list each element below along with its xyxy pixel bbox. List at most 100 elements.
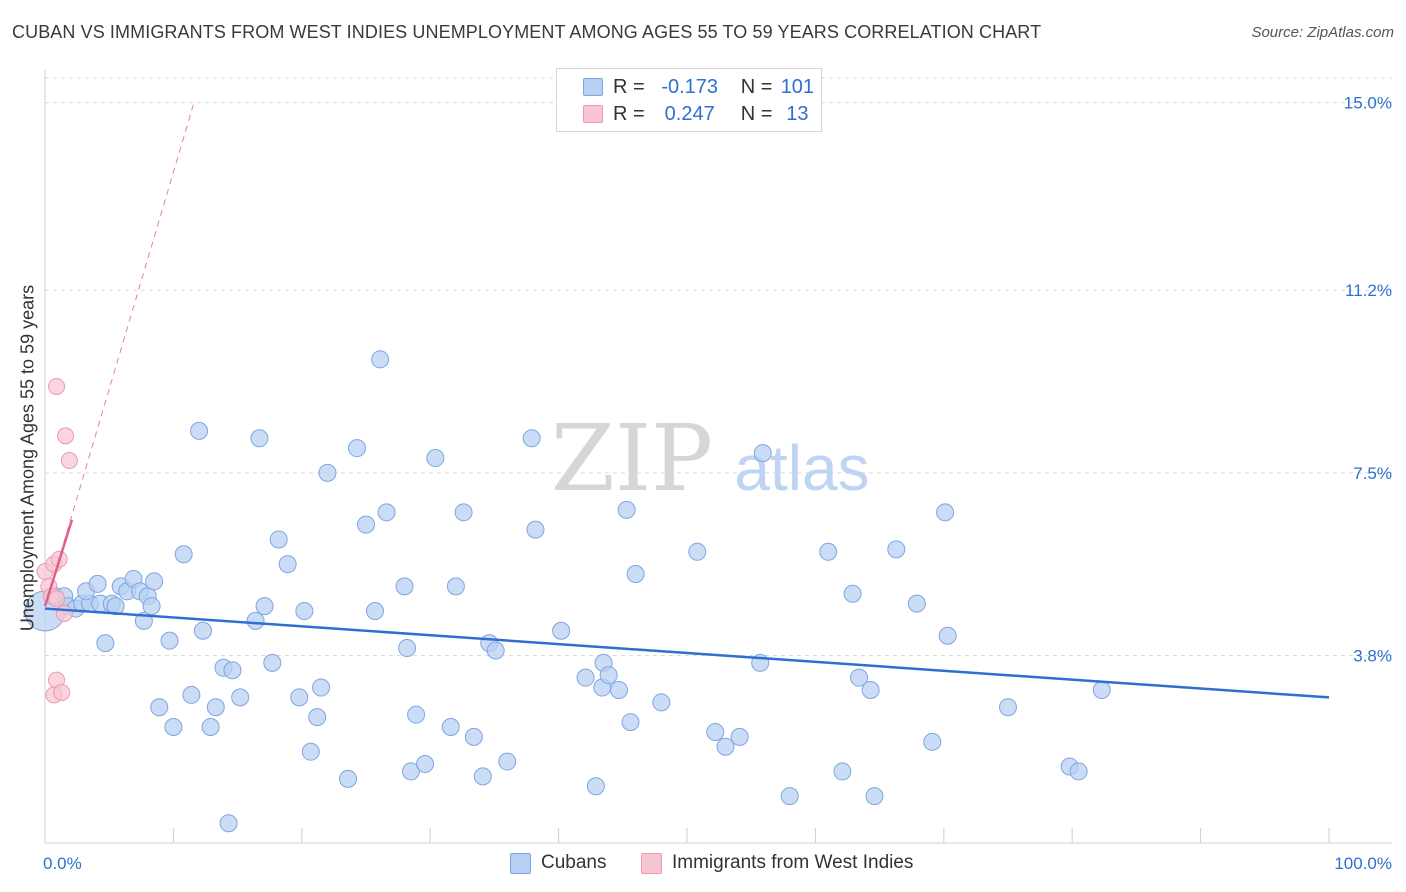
source-credit: Source: ZipAtlas.com xyxy=(1251,24,1394,41)
west-indies-point xyxy=(60,452,78,469)
n-label: N = xyxy=(740,102,773,125)
cubans-point xyxy=(753,444,772,463)
cubans-points xyxy=(24,350,1111,833)
cubans-point xyxy=(486,641,505,660)
west-indies-point xyxy=(48,590,66,608)
cubans-point xyxy=(576,668,595,687)
cubans-swatch xyxy=(510,852,531,874)
cubans-point xyxy=(263,653,282,672)
cubans-point xyxy=(446,577,465,596)
cubans-point xyxy=(730,727,749,746)
cubans-point xyxy=(938,626,957,645)
cubans-point xyxy=(377,503,396,522)
west-indies-points xyxy=(36,377,78,704)
y-tick-label: 15.0% xyxy=(1344,94,1392,113)
cubans-point xyxy=(308,708,327,727)
cubans-point xyxy=(145,572,164,591)
cubans-point xyxy=(652,693,671,712)
cubans-point xyxy=(88,574,107,593)
cubans-point xyxy=(255,597,274,616)
legend-row-west-indies: R = 0.247 N = 13 xyxy=(583,101,818,127)
cubans-point xyxy=(407,705,426,724)
cubans-point xyxy=(398,639,417,658)
cubans-point xyxy=(219,814,238,833)
cubans-point xyxy=(142,597,161,616)
west-indies-swatch xyxy=(641,852,662,874)
cubans-point xyxy=(301,742,320,761)
west-indies-point xyxy=(53,683,71,701)
cubans-point xyxy=(1069,762,1088,781)
cubans-point xyxy=(1092,681,1111,699)
cubans-point xyxy=(339,769,358,788)
cubans-point xyxy=(498,752,517,771)
west-indies-point xyxy=(57,427,75,445)
cubans-point xyxy=(833,762,852,781)
cubans-point xyxy=(426,449,445,468)
cubans-point xyxy=(395,577,414,596)
cubans-point xyxy=(843,584,862,603)
correlation-legend: R = -0.173 N = 101 R = 0.247 N = 13 xyxy=(556,68,822,132)
cubans-point xyxy=(312,678,331,697)
cubans-point xyxy=(401,762,420,781)
bottom-legend-label: Cubans xyxy=(541,852,607,873)
cubans-point xyxy=(688,542,707,561)
r-label: R = xyxy=(613,102,645,125)
cubans-point xyxy=(318,463,337,482)
legend-row-cubans: R = -0.173 N = 101 xyxy=(583,74,818,100)
cubans-point xyxy=(907,594,926,613)
cubans-point xyxy=(621,713,640,732)
cubans-point xyxy=(182,685,201,704)
n-label: N = xyxy=(740,75,773,98)
cubans-point xyxy=(160,631,179,650)
x-tick-label: 0.0% xyxy=(43,854,82,873)
cubans-point xyxy=(231,688,250,707)
cubans-point xyxy=(464,727,483,746)
cubans-point xyxy=(290,688,309,707)
cubans-point xyxy=(174,545,193,564)
cubans-point xyxy=(522,429,541,448)
cubans-point xyxy=(269,530,288,549)
cubans-point xyxy=(206,698,225,717)
cubans-point xyxy=(193,621,212,640)
cubans-point xyxy=(999,698,1017,717)
cubans-point xyxy=(599,666,618,685)
r-label: R = xyxy=(613,75,645,98)
cubans-point xyxy=(357,515,375,534)
west-indies-swatch xyxy=(583,105,603,123)
cubans-point xyxy=(164,718,183,737)
cubans-point xyxy=(223,661,242,680)
n-value: 101 xyxy=(780,75,815,98)
cubans-swatch xyxy=(583,78,603,96)
cubans-point xyxy=(586,777,605,796)
cubans-point xyxy=(936,503,955,522)
bottom-legend-cubans: Cubans xyxy=(510,852,607,874)
cubans-point xyxy=(552,621,571,640)
west-indies-point xyxy=(55,605,73,622)
grid-lines xyxy=(45,77,1392,656)
cubans-point xyxy=(295,602,314,621)
cubans-point xyxy=(150,698,169,717)
cubans-point xyxy=(473,767,492,786)
cubans-point xyxy=(706,722,725,741)
cubans-point xyxy=(861,681,880,699)
cubans-point xyxy=(348,439,367,458)
watermark-zip: ZIP xyxy=(551,405,713,512)
cubans-point xyxy=(526,520,545,539)
cubans-point xyxy=(780,787,799,806)
y-tick-label: 11.2% xyxy=(1345,281,1392,300)
tick-labels: 3.8% 7.5% 11.2% 15.0% 0.0% 100.0% xyxy=(43,94,1392,873)
chart-title: CUBAN VS IMMIGRANTS FROM WEST INDIES UNE… xyxy=(12,22,1042,42)
cubans-point xyxy=(454,503,473,522)
cubans-point xyxy=(716,737,735,756)
west-indies-point xyxy=(48,377,66,395)
cubans-point xyxy=(626,565,645,584)
cubans-point xyxy=(887,540,906,559)
cubans-point xyxy=(365,602,384,621)
cubans-point xyxy=(190,421,209,440)
trend-lines xyxy=(43,102,1330,699)
west-indies-trend-line xyxy=(43,519,74,607)
r-value: 0.247 xyxy=(664,102,715,125)
bottom-legend-label: Immigrants from West Indies xyxy=(672,852,914,873)
bottom-legend-west-indies: Immigrants from West Indies xyxy=(641,852,913,874)
